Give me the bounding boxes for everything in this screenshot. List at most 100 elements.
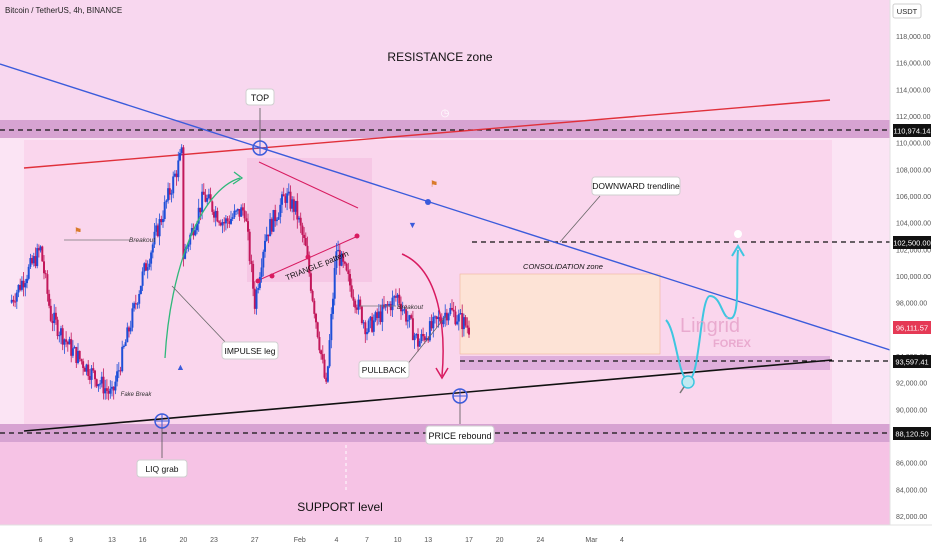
support-trendline[interactable]	[23, 359, 833, 432]
impulse-arrow	[164, 177, 241, 359]
candle-body	[406, 319, 409, 322]
candle-body	[386, 304, 389, 306]
candle-body	[454, 311, 457, 325]
candle-body	[298, 217, 300, 220]
candle-body	[141, 271, 144, 286]
annotation-breakout-left: Breakout	[129, 237, 156, 244]
candle-body	[150, 252, 153, 264]
candle-body	[272, 210, 275, 232]
candle-body	[204, 194, 207, 202]
x-tick-label: 27	[251, 537, 259, 544]
candle-body	[228, 221, 231, 224]
candle-body	[189, 234, 192, 245]
candle-body	[99, 383, 102, 385]
low-band	[460, 356, 830, 370]
x-tick-label: 6	[39, 537, 43, 544]
candle-body	[197, 207, 200, 224]
marker-price-rebound	[452, 388, 468, 404]
candle-body	[377, 311, 380, 319]
candle-body	[252, 263, 255, 289]
candle-body	[289, 191, 292, 209]
candle-body	[354, 300, 357, 308]
candle-body	[70, 339, 73, 356]
candle-body	[367, 320, 370, 333]
candle-body	[311, 290, 314, 301]
candle-body	[15, 292, 18, 302]
y-tick-label: 82,000.00	[896, 514, 927, 521]
candle-body	[131, 308, 134, 328]
annotation-downward-trendline: DOWNWARD trendline	[592, 181, 680, 191]
candle-body	[323, 359, 326, 378]
price-tag-label: 102,500.00	[893, 239, 931, 248]
candle-body	[129, 327, 132, 332]
candle-body	[37, 248, 40, 251]
candle-body	[104, 388, 107, 394]
candle-body	[303, 234, 306, 238]
candle-body	[119, 370, 122, 372]
candle-body	[143, 263, 146, 272]
candle-body	[175, 173, 178, 178]
candle-body	[17, 284, 20, 293]
candle-body	[286, 193, 289, 203]
candle-body	[82, 361, 85, 368]
resistance-trendline-red[interactable]	[23, 99, 831, 169]
candle-body	[430, 321, 433, 329]
candle-body	[299, 217, 302, 226]
candle-body	[121, 346, 124, 372]
candle-body	[32, 256, 35, 264]
candle-body	[240, 207, 243, 217]
candle-body	[248, 231, 251, 262]
label-box-top	[245, 88, 275, 106]
candle-body	[134, 303, 137, 305]
candle-body	[165, 200, 168, 202]
candle-body	[168, 188, 171, 195]
candle-body	[350, 285, 353, 297]
candle-body	[418, 341, 421, 347]
y-tick-label: 114,000.00	[896, 87, 931, 94]
annotation-resistance-zone: RESISTANCE zone	[387, 50, 492, 64]
candle-body	[162, 219, 164, 223]
y-tick-label: 86,000.00	[896, 461, 927, 468]
candle-body	[352, 296, 355, 301]
candle-body	[107, 390, 110, 394]
candle-body	[371, 316, 374, 332]
candle-body	[182, 154, 185, 259]
candle-body	[100, 376, 103, 384]
flag-icon: ⚑	[430, 179, 438, 189]
candle-body	[241, 207, 244, 211]
projection-low-marker	[681, 375, 695, 389]
candle-body	[163, 201, 166, 220]
annotation-fake-break: Fake Break	[121, 392, 153, 398]
candle-body	[275, 219, 278, 222]
label-box-impulse	[221, 341, 279, 360]
candle-body	[177, 160, 180, 178]
candle-body	[184, 248, 187, 259]
candle-body	[117, 370, 120, 372]
candle-body	[109, 388, 112, 394]
candle-body	[14, 301, 17, 303]
price-tag-support: 88,120.50	[893, 427, 931, 440]
candle-body	[54, 312, 57, 320]
candle-body	[337, 249, 340, 252]
annotation-impulse-leg: IMPULSE leg	[224, 346, 275, 356]
candle-body	[136, 303, 139, 305]
watermark-line2: FOREX	[713, 338, 752, 350]
candle-body	[274, 210, 277, 222]
downward-trendline[interactable]	[0, 63, 891, 351]
triangle-dot	[269, 273, 275, 279]
candle-body	[270, 219, 273, 232]
candle-body	[457, 314, 460, 322]
candle-body	[265, 234, 268, 241]
candle-body	[255, 289, 258, 309]
y-tick-label: 100,000.00	[896, 274, 931, 281]
candles	[10, 144, 470, 401]
x-tick-label: 24	[537, 537, 545, 544]
candle-body	[325, 377, 328, 382]
triangle-dot	[255, 278, 261, 284]
candle-body	[332, 298, 334, 314]
projection-arrowhead	[731, 244, 745, 257]
currency-badge[interactable]	[892, 3, 922, 19]
candle-body	[151, 244, 154, 253]
candle-body	[456, 321, 459, 325]
